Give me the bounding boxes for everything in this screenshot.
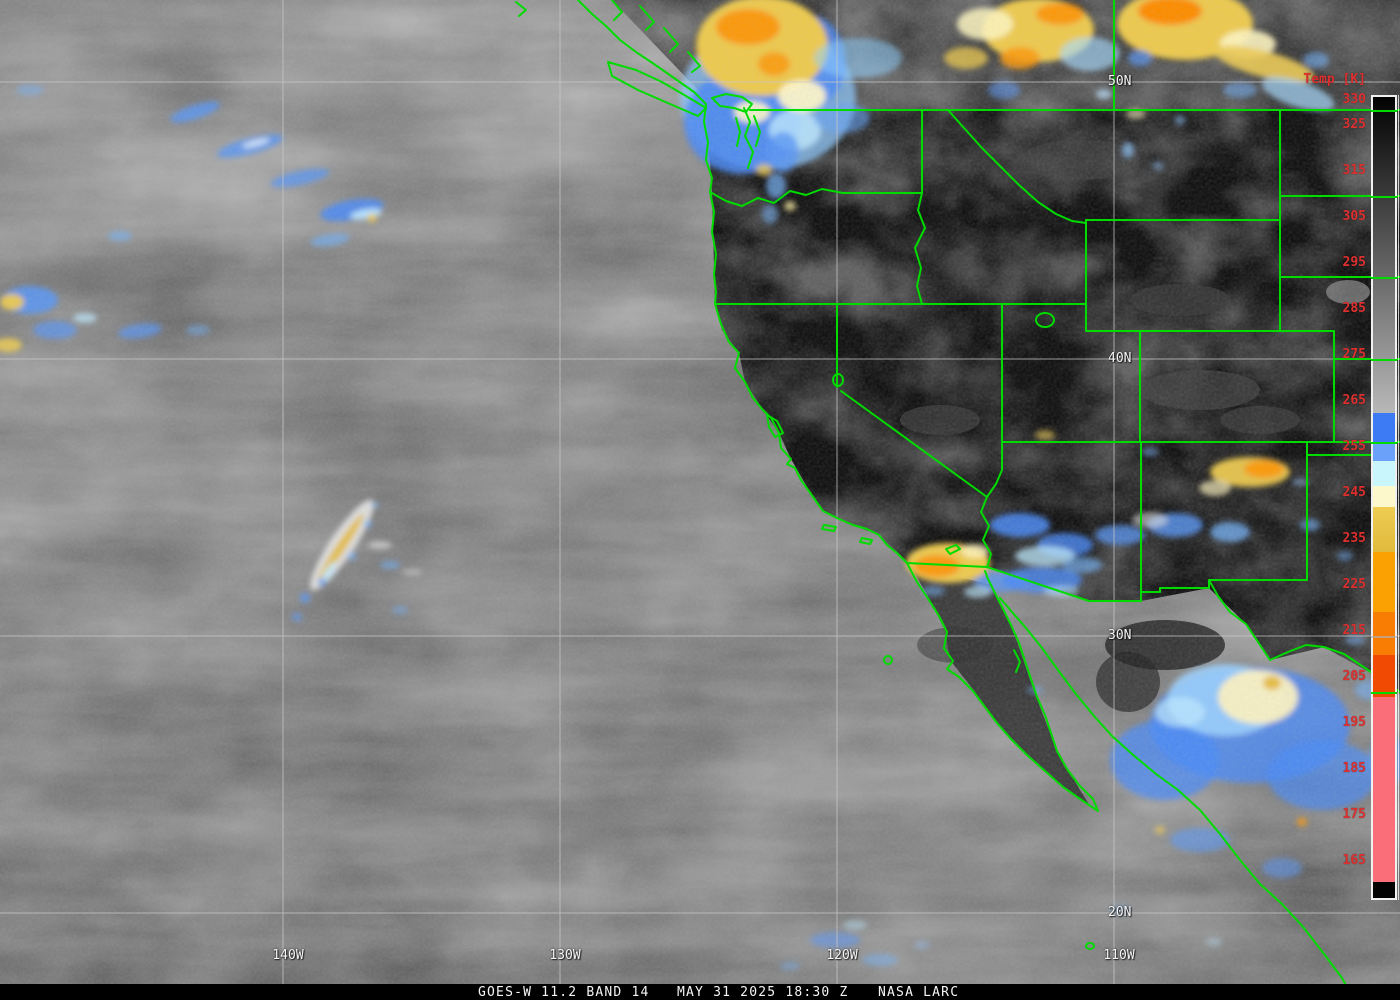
colorbar-tick: 235 — [1342, 531, 1366, 546]
colorbar-tick: 305 — [1342, 209, 1366, 224]
colorbar-segment — [1373, 486, 1395, 507]
colorbar-tick: 275 — [1342, 347, 1366, 362]
colorbar-tick: 175 — [1342, 807, 1366, 822]
colorbar-segment — [1373, 97, 1395, 413]
colorbar-crossing-line — [1371, 196, 1397, 198]
colorbar-crossing-line — [1371, 636, 1397, 638]
caption-credit: NASA LARC — [878, 985, 960, 1000]
colorbar-crossing-line — [1371, 442, 1397, 444]
colorbar-tick: 205 — [1342, 669, 1366, 684]
caption-bar: GOES-W 11.2 BAND 14 MAY 31 2025 18:30 Z … — [0, 984, 1400, 1000]
colorbar-tick: 295 — [1342, 255, 1366, 270]
lat-label: 30N — [1108, 628, 1132, 643]
colorbar-crossing-line — [1371, 277, 1397, 279]
map-boundaries — [515, 0, 1400, 1000]
colorbar-tick: 185 — [1342, 761, 1366, 776]
lon-label: 140W — [272, 948, 304, 963]
colorbar-segment — [1373, 552, 1395, 612]
colorbar-tick: 215 — [1342, 623, 1366, 638]
lon-label: 110W — [1103, 948, 1135, 963]
colorbar-tick: 285 — [1342, 301, 1366, 316]
temperature-colorbar — [1371, 95, 1397, 900]
colorbar-crossing-line — [1371, 110, 1397, 112]
lat-label: 40N — [1108, 351, 1132, 366]
lat-label: 50N — [1108, 74, 1132, 89]
colorbar-tick: 265 — [1342, 393, 1366, 408]
lon-label: 120W — [826, 948, 858, 963]
colorbar-title: Temp [K] — [1303, 72, 1366, 87]
colorbar-crossing-line — [1371, 692, 1397, 694]
colorbar-tick: 165 — [1342, 853, 1366, 868]
colorbar-segment — [1373, 507, 1395, 552]
colorbar-tick: 330 — [1342, 92, 1366, 107]
caption-product: GOES-W 11.2 BAND 14 — [478, 985, 650, 1000]
colorbar-tick: 315 — [1342, 163, 1366, 178]
colorbar-crossing-line — [1371, 359, 1397, 361]
colorbar-segment — [1373, 655, 1395, 697]
colorbar-segments — [1373, 97, 1395, 898]
colorbar-segment — [1373, 442, 1395, 461]
lat-label: 20N — [1108, 905, 1132, 920]
colorbar-segment — [1373, 413, 1395, 442]
colorbar-tick: 325 — [1342, 117, 1366, 132]
lon-label: 130W — [549, 948, 581, 963]
colorbar-tick: 255 — [1342, 439, 1366, 454]
colorbar-tick: 225 — [1342, 577, 1366, 592]
colorbar-segment — [1373, 612, 1395, 655]
colorbar-segment — [1373, 882, 1395, 898]
colorbar-segment — [1373, 461, 1395, 486]
caption-datetime: MAY 31 2025 18:30 Z — [677, 985, 849, 1000]
right-edge-line — [1398, 95, 1399, 900]
colorbar-tick: 195 — [1342, 715, 1366, 730]
colorbar-tick: 245 — [1342, 485, 1366, 500]
colorbar-segment — [1373, 697, 1395, 882]
